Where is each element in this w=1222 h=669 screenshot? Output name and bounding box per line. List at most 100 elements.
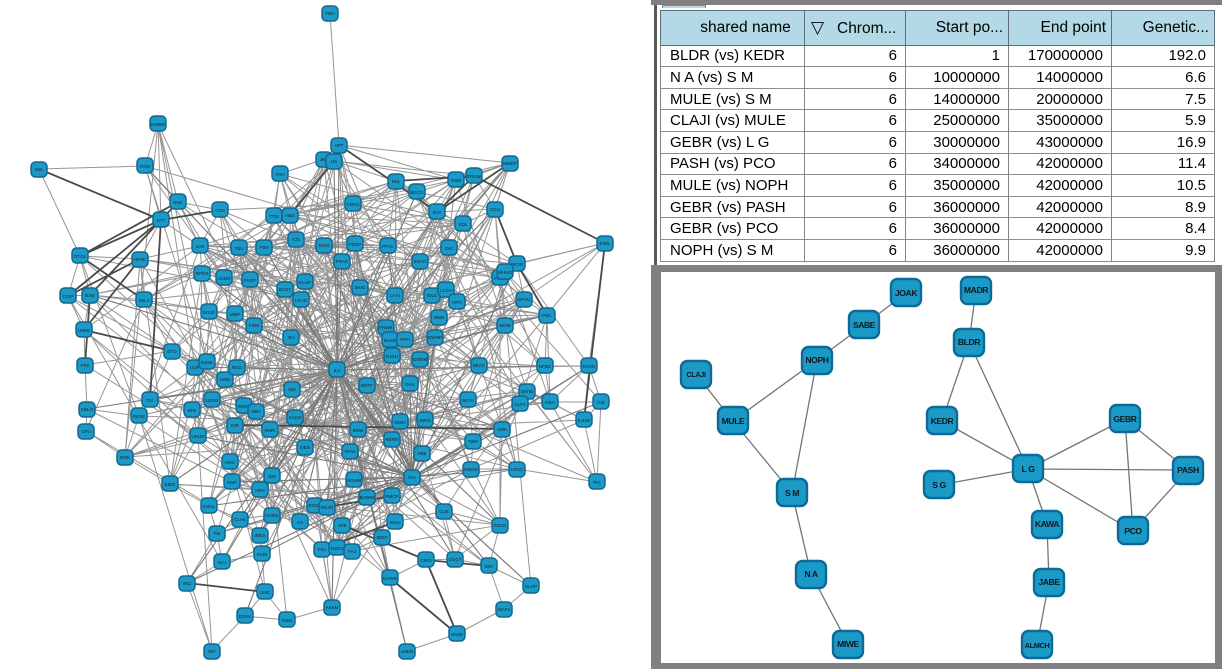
svg-text:GPUU: GPUU xyxy=(517,297,530,302)
svg-text:JOAK: JOAK xyxy=(895,288,918,298)
svg-text:DMP: DMP xyxy=(227,480,237,485)
svg-text:BJW: BJW xyxy=(85,293,95,298)
svg-text:GEBR: GEBR xyxy=(1113,414,1137,424)
svg-text:OAIL: OAIL xyxy=(405,382,416,387)
svg-text:CRSC: CRSC xyxy=(511,467,525,472)
svg-text:ABE: ABE xyxy=(417,451,426,456)
svg-text:MMDP: MMDP xyxy=(503,161,517,166)
svg-text:SDL: SDL xyxy=(459,222,468,227)
svg-text:RESE: RESE xyxy=(133,414,145,419)
svg-text:MMP: MMP xyxy=(230,312,241,317)
svg-text:UMK: UMK xyxy=(497,427,507,432)
svg-text:JNE: JNE xyxy=(320,157,329,162)
svg-text:TDH: TDH xyxy=(275,172,284,177)
svg-text:S M: S M xyxy=(785,488,799,498)
svg-text:EMWB: EMWB xyxy=(151,122,165,127)
svg-text:BAAR: BAAR xyxy=(384,338,397,343)
svg-text:FIE: FIE xyxy=(213,531,220,536)
svg-text:UHC: UHC xyxy=(260,590,270,595)
svg-text:MAFA: MAFA xyxy=(498,607,510,612)
svg-text:PASH: PASH xyxy=(1177,465,1199,475)
svg-text:UCDR: UCDR xyxy=(218,276,232,281)
svg-text:TKI: TKI xyxy=(146,398,153,403)
svg-text:HNC: HNC xyxy=(225,460,235,465)
svg-text:EWIL: EWIL xyxy=(599,241,610,246)
svg-text:PWL: PWL xyxy=(542,313,552,318)
svg-text:TTM: TTM xyxy=(269,214,278,219)
svg-text:OMJE: OMJE xyxy=(451,632,464,637)
svg-text:RJUH: RJUH xyxy=(583,364,595,369)
svg-text:IGUL: IGUL xyxy=(427,293,438,298)
svg-text:PMCP: PMCP xyxy=(385,494,398,499)
svg-text:MHG: MHG xyxy=(355,285,366,290)
svg-text:ICE: ICE xyxy=(597,400,605,405)
svg-text:RJOO: RJOO xyxy=(494,523,507,528)
svg-text:KLUP: KLUP xyxy=(299,280,311,285)
svg-text:TBMA: TBMA xyxy=(394,420,407,425)
svg-text:APT: APT xyxy=(335,143,344,148)
svg-text:GLFA: GLFA xyxy=(514,402,526,407)
svg-text:HRA: HRA xyxy=(545,400,555,405)
svg-text:URUR: URUR xyxy=(192,434,206,439)
svg-text:RRSP: RRSP xyxy=(238,404,251,409)
svg-text:CGU: CGU xyxy=(490,207,500,212)
svg-text:UDSB: UDSB xyxy=(206,398,219,403)
svg-text:MADR: MADR xyxy=(964,285,989,295)
svg-text:SACO: SACO xyxy=(289,415,302,420)
svg-text:L G: L G xyxy=(1022,464,1036,474)
svg-text:ENSI: ENSI xyxy=(319,243,330,248)
svg-text:HBS: HBS xyxy=(285,213,294,218)
svg-text:JWHC: JWHC xyxy=(419,418,433,423)
svg-text:DFI: DFI xyxy=(208,649,215,654)
svg-text:LMKD: LMKD xyxy=(401,649,414,654)
svg-text:RGJO: RGJO xyxy=(321,505,334,510)
svg-text:CSN: CSN xyxy=(215,208,225,213)
svg-text:LDS: LDS xyxy=(196,244,205,249)
svg-text:BGJE: BGJE xyxy=(203,310,215,315)
svg-text:FNWK: FNWK xyxy=(379,325,392,330)
svg-text:RJGH: RJGH xyxy=(386,354,398,359)
svg-text:BLDR: BLDR xyxy=(958,337,981,347)
svg-text:LLCH: LLCH xyxy=(440,288,452,293)
svg-text:EUWR: EUWR xyxy=(383,576,397,581)
svg-text:BOFF: BOFF xyxy=(361,383,373,388)
svg-text:IUEB: IUEB xyxy=(282,618,293,623)
svg-text:IGJ: IGJ xyxy=(287,335,294,340)
svg-text:WCIR: WCIR xyxy=(511,262,524,267)
svg-text:DSGJ: DSGJ xyxy=(331,546,343,551)
svg-text:DWNP: DWNP xyxy=(428,335,442,340)
svg-text:FEH: FEH xyxy=(326,11,335,16)
svg-text:DMOS: DMOS xyxy=(464,467,478,472)
svg-text:IDGP: IDGP xyxy=(376,535,387,540)
svg-text:KAWA: KAWA xyxy=(1035,519,1059,529)
svg-text:CII: CII xyxy=(297,520,303,525)
svg-text:NGG: NGG xyxy=(232,365,243,370)
svg-text:MCPI: MCPI xyxy=(462,398,473,403)
svg-text:HGHW: HGHW xyxy=(347,478,362,483)
svg-text:ESAR: ESAR xyxy=(414,259,427,264)
svg-text:ALMCH: ALMCH xyxy=(1025,641,1050,650)
svg-text:N A: N A xyxy=(804,569,817,579)
svg-text:ERUW: ERUW xyxy=(467,174,482,179)
svg-text:PIA: PIA xyxy=(408,475,415,480)
svg-text:OAMK: OAMK xyxy=(265,513,278,518)
svg-text:LAAI: LAAI xyxy=(390,293,400,298)
svg-text:DTT: DTT xyxy=(157,218,166,223)
svg-text:TJS: TJS xyxy=(292,237,300,242)
svg-text:EBLO: EBLO xyxy=(81,407,94,412)
svg-text:PCO: PCO xyxy=(1124,526,1142,536)
svg-text:OEN: OEN xyxy=(300,445,310,450)
svg-text:MOK: MOK xyxy=(120,455,130,460)
svg-text:TWH: TWH xyxy=(468,439,478,444)
svg-text:PIC: PIC xyxy=(593,480,601,485)
svg-text:KNGL: KNGL xyxy=(203,504,216,509)
svg-text:BGCG: BGCG xyxy=(410,190,424,195)
svg-text:CLAK: CLAK xyxy=(234,517,246,522)
svg-text:NCI: NCI xyxy=(218,560,226,565)
svg-text:LMHE: LMHE xyxy=(78,328,91,333)
svg-text:SBH: SBH xyxy=(251,409,260,414)
svg-text:OSM: OSM xyxy=(451,178,462,183)
svg-text:PPJC: PPJC xyxy=(382,244,394,249)
svg-text:ESSE: ESSE xyxy=(201,360,213,365)
svg-text:IOR: IOR xyxy=(231,423,240,428)
